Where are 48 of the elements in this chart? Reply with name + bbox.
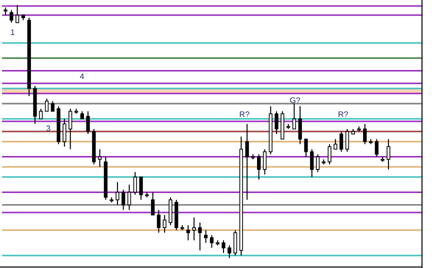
candlestick [204,230,208,244]
candlestick [334,138,338,150]
candlestick [257,154,261,180]
candlestick [168,196,172,226]
candlestick [186,224,190,241]
candlestick [304,138,308,158]
candlestick [274,110,278,135]
candlestick [62,118,66,148]
annotation: G? [290,96,301,105]
candlestick [86,110,90,135]
candlestick [133,171,137,196]
candlestick [98,148,102,168]
candlestick [262,148,267,176]
candlestick [245,123,249,200]
candlestick [16,4,20,24]
candlestick [228,244,232,258]
candlestick [316,154,320,172]
annotation: R? [239,110,250,119]
annotation: 4 [80,72,85,81]
candlestick [363,123,367,145]
candlestick [292,103,296,130]
candlestick [116,182,120,206]
candlestick [340,131,344,152]
candlestick [374,138,378,158]
candlestick [122,189,126,210]
candlestick [210,234,214,248]
candlestick [192,217,196,241]
candlestick [44,98,49,112]
candlestick [298,106,302,145]
candlestick [10,10,14,24]
candlestick [345,128,350,152]
candlestick [50,100,54,112]
candlestick [139,176,143,200]
candlestick [222,240,226,254]
candlestick [233,230,238,256]
candlestick [198,222,202,251]
candlestick [68,108,72,150]
candlestick [127,184,132,210]
candlestick [156,209,161,234]
candlestick [151,192,155,216]
candlestick [328,144,332,165]
candlestick [162,214,166,234]
annotation: 3 [46,124,52,133]
annotation: 1 [10,28,16,37]
annotation: R? [338,110,349,119]
candlestick [386,138,390,170]
candlestick [310,148,314,178]
candlestick [39,108,43,120]
